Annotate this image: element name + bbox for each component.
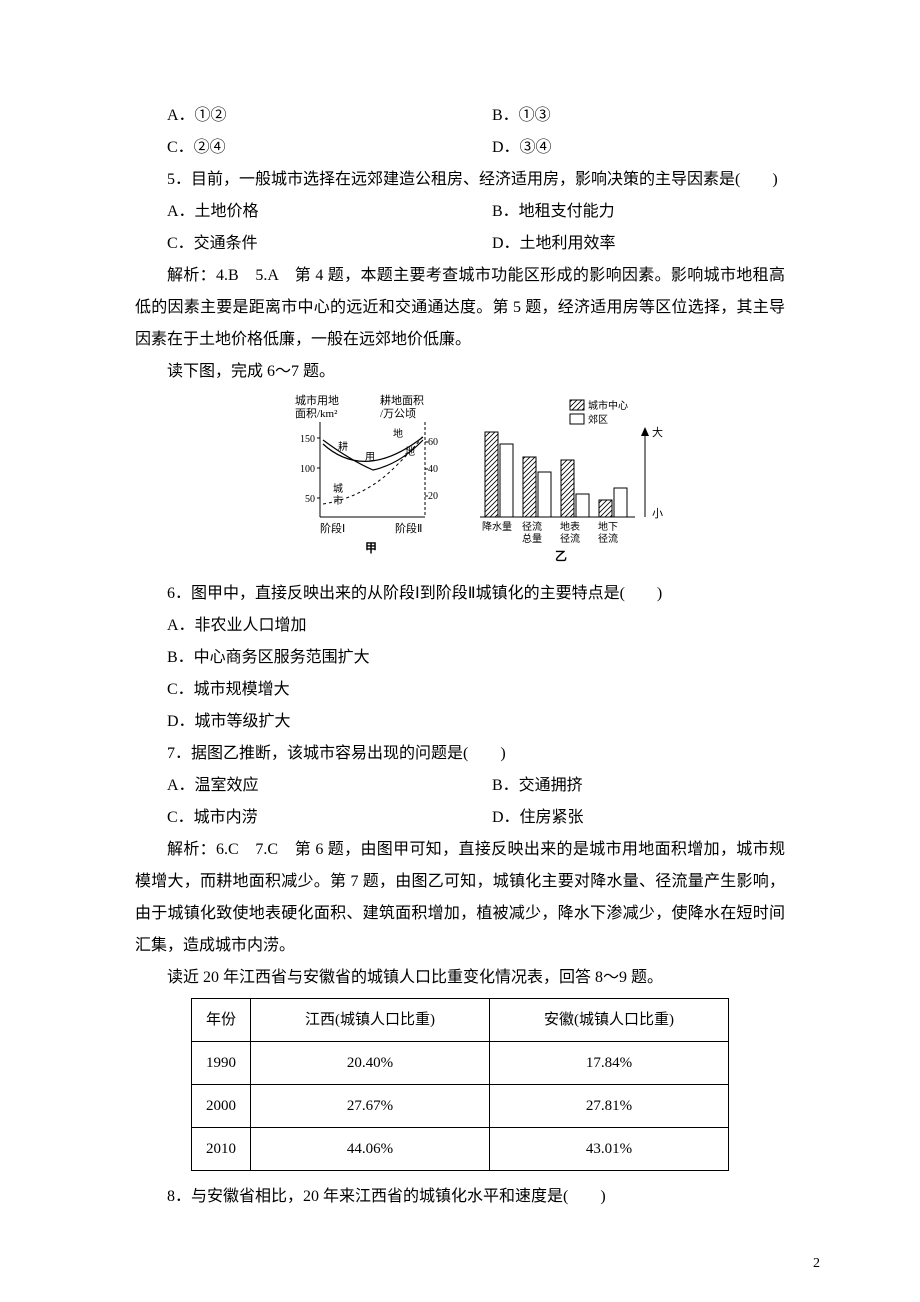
cell: 2000 — [191, 1085, 250, 1128]
cell: 43.01% — [490, 1128, 729, 1171]
cat3b: 径流 — [560, 532, 580, 545]
caption-jia: 甲 — [365, 541, 377, 555]
q5-option-b: B．地租支付能力 — [460, 196, 785, 228]
jia-ylabel-left2: 面积/km² — [295, 407, 338, 420]
col-jiangxi: 江西(城镇人口比重) — [251, 999, 490, 1042]
cat1: 降水量 — [482, 520, 512, 533]
explanation-4-5: 解析：4.B 5.A 第 4 题，本题主要考查城市功能区形成的影响因素。影响城市… — [135, 260, 785, 356]
cat4b: 径流 — [598, 532, 618, 545]
q4-option-row-2: C．②④ D．③④ — [135, 132, 785, 164]
legend-center: 城市中心 — [588, 399, 628, 412]
cell: 20.40% — [251, 1042, 490, 1085]
q4-option-d: D．③④ — [460, 132, 785, 164]
table-row: 1990 20.40% 17.84% — [191, 1042, 728, 1085]
q5-stem: 5．目前，一般城市选择在远郊建造公租房、经济适用房，影响决策的主导因素是( ) — [135, 164, 785, 196]
cat2a: 径流 — [522, 520, 542, 533]
label-shi: 市 — [333, 494, 343, 507]
q6-option-d: D．城市等级扩大 — [135, 706, 785, 738]
rtick-60: 60 — [428, 437, 438, 448]
q7-option-row-2: C．城市内涝 D．住房紧张 — [135, 802, 785, 834]
explanation-6-7: 解析：6.C 7.C 第 6 题，由图甲可知，直接反映出来的是城市用地面积增加，… — [135, 834, 785, 962]
jia-ylabel-right2: /万公顷 — [380, 407, 416, 420]
cell: 44.06% — [251, 1128, 490, 1171]
figure-6-7: 城市用地 面积/km² 耕地面积 /万公顷 150 100 50 60 40 2… — [135, 392, 785, 572]
rtick-20: 20 — [428, 491, 438, 502]
cell: 27.67% — [251, 1085, 490, 1128]
cat2b: 总量 — [522, 532, 542, 545]
q5-option-row-1: A．土地价格 B．地租支付能力 — [135, 196, 785, 228]
q6-stem: 6．图甲中，直接反映出来的从阶段Ⅰ到阶段Ⅱ城镇化的主要特点是( ) — [135, 578, 785, 610]
jia-ylabel-right: 耕地面积 — [380, 393, 424, 407]
q7-option-a: A．温室效应 — [135, 770, 460, 802]
q6-option-c: C．城市规模增大 — [135, 674, 785, 706]
q5-option-a: A．土地价格 — [135, 196, 460, 228]
q6-option-a: A．非农业人口增加 — [135, 610, 785, 642]
rtick-40: 40 — [428, 464, 438, 475]
lead-8-9: 读近 20 年江西省与安徽省的城镇人口比重变化情况表，回答 8～9 题。 — [135, 962, 785, 994]
cell: 2010 — [191, 1128, 250, 1171]
q8-stem: 8．与安徽省相比，20 年来江西省的城镇化水平和速度是( ) — [135, 1181, 785, 1213]
legend-suburb: 郊区 — [588, 413, 608, 426]
table-row: 2000 27.67% 27.81% — [191, 1085, 728, 1128]
label-di1: 地 — [393, 427, 403, 440]
q7-option-c: C．城市内涝 — [135, 802, 460, 834]
label-yong: 用 — [365, 452, 375, 463]
q7-stem: 7．据图乙推断，该城市容易出现的问题是( ) — [135, 738, 785, 770]
q4-option-c: C．②④ — [135, 132, 460, 164]
q4-option-a: A．①② — [135, 100, 460, 132]
label-geng: 耕 — [338, 440, 348, 453]
xlab-stage2: 阶段Ⅱ — [395, 521, 422, 535]
tick-100: 100 — [300, 464, 315, 475]
q7-option-b: B．交通拥挤 — [460, 770, 785, 802]
tick-50: 50 — [305, 494, 315, 505]
jia-ylabel-left: 城市用地 — [295, 393, 339, 407]
lead-6-7: 读下图，完成 6～7 题。 — [135, 356, 785, 388]
q6-option-b: B．中心商务区服务范围扩大 — [135, 642, 785, 674]
q7-option-row-1: A．温室效应 B．交通拥挤 — [135, 770, 785, 802]
axis-big: 大 — [652, 425, 663, 439]
q4-option-row-1: A．①② B．①③ — [135, 100, 785, 132]
q4-option-b: B．①③ — [460, 100, 785, 132]
cat3a: 地表 — [560, 520, 580, 533]
tick-150: 150 — [300, 434, 315, 445]
table-row: 2010 44.06% 43.01% — [191, 1128, 728, 1171]
q5-option-d: D．土地利用效率 — [460, 228, 785, 260]
col-year: 年份 — [191, 999, 250, 1042]
q5-option-c: C．交通条件 — [135, 228, 460, 260]
cell: 17.84% — [490, 1042, 729, 1085]
xlab-stage1: 阶段Ⅰ — [320, 521, 345, 535]
cat4a: 地下 — [598, 520, 618, 533]
cell: 1990 — [191, 1042, 250, 1085]
table-header-row: 年份 江西(城镇人口比重) 安徽(城镇人口比重) — [191, 999, 728, 1042]
col-anhui: 安徽(城镇人口比重) — [490, 999, 729, 1042]
q7-option-d: D．住房紧张 — [460, 802, 785, 834]
q5-option-row-2: C．交通条件 D．土地利用效率 — [135, 228, 785, 260]
chart-jia-yi: 城市用地 面积/km² 耕地面积 /万公顷 150 100 50 60 40 2… — [245, 392, 675, 572]
page-number: 2 — [813, 1250, 820, 1278]
table-8-9: 年份 江西(城镇人口比重) 安徽(城镇人口比重) 1990 20.40% 17.… — [191, 998, 729, 1171]
axis-small: 小 — [652, 507, 663, 520]
label-cheng: 城 — [333, 483, 343, 495]
caption-yi: 乙 — [555, 549, 567, 563]
label-di2: 地 — [405, 445, 415, 458]
cell: 27.81% — [490, 1085, 729, 1128]
